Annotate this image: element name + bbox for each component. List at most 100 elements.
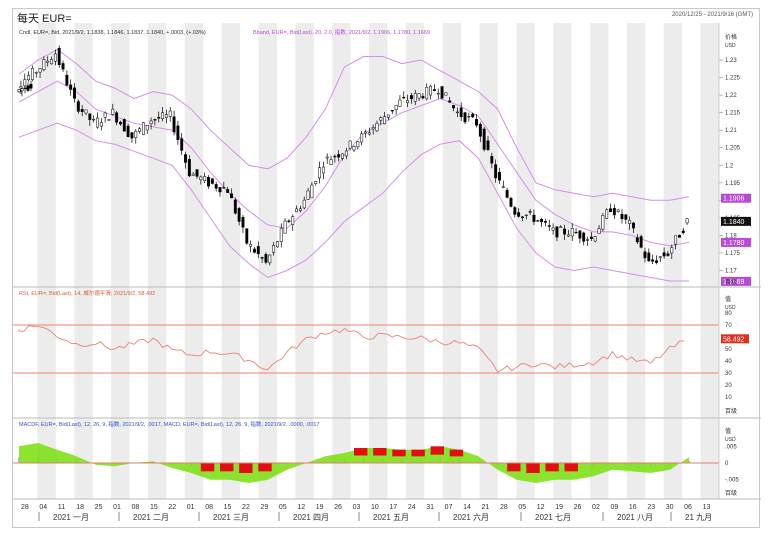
macd-red-block — [411, 449, 425, 457]
candle-body — [402, 96, 406, 99]
x-day-tick: 05 — [518, 504, 526, 511]
candle-body — [119, 121, 122, 125]
candle-body — [390, 110, 394, 112]
x-day-tick: 31 — [426, 504, 434, 511]
candle-body — [662, 252, 666, 257]
candle-body — [421, 96, 425, 99]
macd-tick-label: .005 — [725, 444, 737, 450]
candle-body — [547, 225, 551, 227]
candle-body — [605, 209, 609, 219]
candle-body — [218, 187, 222, 193]
candle-body — [639, 236, 643, 248]
candle-body — [92, 119, 96, 121]
rsi-tick-label: 40 — [725, 359, 732, 365]
candle-body — [666, 253, 670, 256]
chart-canvas[interactable]: Cndl, EUR=, Bid, 2021/9/2, 1.1838, 1.184… — [13, 9, 761, 529]
candle-body — [260, 257, 264, 259]
price-axis-unit: USD — [725, 43, 736, 49]
price-tick-label: 1.2 — [725, 163, 734, 169]
week-stripe — [37, 23, 56, 499]
candle-body — [302, 199, 306, 209]
candle-body — [360, 133, 364, 143]
candle-body — [318, 167, 321, 179]
price-tick-label: 1.17 — [725, 268, 737, 274]
x-day-tick: 10 — [371, 504, 379, 511]
candle-body — [88, 113, 92, 120]
candle-body — [96, 117, 99, 128]
week-stripe — [147, 23, 167, 499]
x-month-label: 21 九月 — [685, 513, 712, 522]
candle-body — [643, 251, 647, 259]
x-day-tick: 28 — [500, 504, 508, 511]
candle-body — [256, 246, 260, 255]
candle-body — [566, 234, 570, 237]
week-stripe — [111, 23, 130, 499]
x-day-tick: 04 — [39, 504, 47, 511]
candle-body — [145, 124, 149, 131]
candle-body — [597, 228, 601, 234]
x-month-label: 2021 七月 — [535, 513, 571, 522]
candle-body — [677, 235, 681, 238]
bollinger-bands — [18, 48, 690, 282]
price-tick-label: 1.205 — [725, 146, 741, 152]
candle-body — [555, 226, 559, 238]
candle-body — [647, 252, 651, 262]
candle-body — [111, 108, 115, 115]
x-day-tick: 11 — [58, 504, 65, 511]
candle-body — [84, 109, 88, 114]
candle-body — [467, 115, 471, 118]
price-legend-left: Cndl, EUR=, Bid, 2021/9/2, 1.1838, 1.184… — [19, 30, 206, 36]
candle-body — [207, 176, 210, 187]
candle-body — [425, 87, 429, 100]
candle-body — [478, 124, 482, 137]
x-day-tick: 08 — [205, 504, 213, 511]
candle-body — [344, 150, 348, 157]
candle-body — [398, 99, 402, 107]
rsi-panel: RSI, EUR=, Bid(Last), 14, 威尔德平滑, 2021/9/… — [13, 289, 749, 415]
candle-body — [586, 239, 589, 241]
macd-axis-unit: USD — [725, 437, 736, 443]
week-stripe — [479, 23, 498, 499]
candle-body — [624, 214, 628, 220]
candle-body — [184, 154, 187, 163]
x-day-tick: 29 — [260, 504, 268, 511]
candle-body — [670, 247, 674, 254]
week-stripe — [553, 23, 572, 499]
candle-body — [632, 222, 635, 229]
candle-body — [187, 159, 191, 177]
candle-body — [543, 220, 547, 223]
candle-body — [505, 189, 509, 198]
candle-body — [321, 166, 325, 174]
macd-tick-label: 0 — [725, 461, 729, 467]
middle-band-label-bg — [721, 237, 751, 247]
rsi-ticks: 807060504030201058.492 — [721, 311, 749, 401]
price-tick-label: 1.23 — [725, 58, 737, 64]
candle-body — [214, 184, 218, 189]
candle-body — [329, 159, 333, 165]
candle-body — [99, 122, 103, 127]
x-day-tick: 12 — [297, 504, 305, 511]
candle-body — [26, 85, 30, 91]
candle-body — [674, 235, 678, 245]
candle-body — [249, 244, 253, 247]
candle-body — [448, 100, 452, 103]
candle-body — [57, 47, 61, 65]
candle-body — [42, 59, 46, 71]
bollinger-upper — [18, 48, 690, 201]
candle-body — [501, 186, 505, 188]
candle-body — [628, 220, 632, 224]
candle-body — [176, 125, 180, 140]
rsi-footer: 百级 — [725, 407, 737, 415]
candle-body — [230, 193, 233, 199]
candle-body — [275, 241, 279, 248]
candle-body — [379, 117, 383, 121]
candle-body — [406, 100, 410, 104]
macd-tick-label: -.005 — [725, 478, 739, 484]
candle-body — [413, 93, 417, 102]
price-tick-label: 1.22 — [725, 93, 737, 99]
macd-red-block — [239, 463, 253, 473]
candle-body — [517, 212, 521, 217]
rsi-tick-label: 50 — [725, 347, 732, 353]
candle-body — [582, 232, 586, 242]
candle-body — [486, 140, 490, 150]
